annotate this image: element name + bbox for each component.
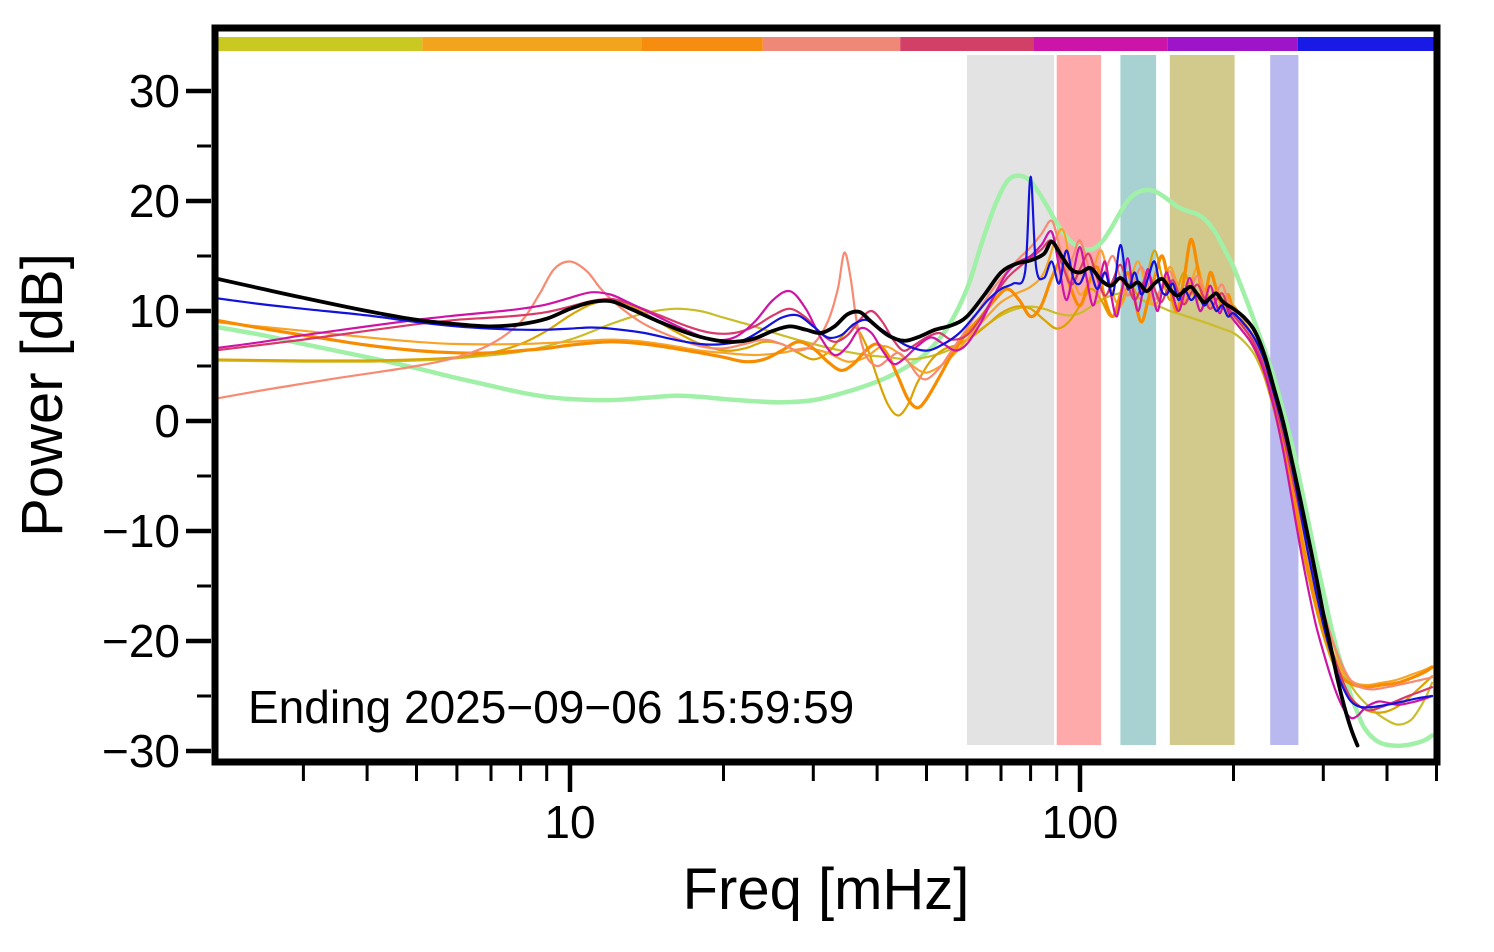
top-strip-segment bbox=[1297, 37, 1434, 51]
plot-frame bbox=[211, 24, 1441, 766]
top-strip-segment bbox=[1033, 37, 1168, 51]
y-tick-label: −20 bbox=[102, 615, 180, 667]
series-mean-black bbox=[215, 239, 1360, 748]
y-axis-label: Power [dB] bbox=[10, 253, 75, 537]
ending-timestamp-annotation: Ending 2025−09−06 15:59:59 bbox=[248, 681, 855, 733]
y-tick-label: 30 bbox=[129, 65, 180, 117]
top-strip-segment bbox=[900, 37, 1034, 51]
x-axis-label: Freq [mHz] bbox=[682, 857, 970, 922]
x-tick-label: 10 bbox=[544, 796, 595, 848]
shaded-band bbox=[1169, 55, 1235, 745]
shaded-band bbox=[1056, 55, 1102, 745]
y-tick-label: −10 bbox=[102, 505, 180, 557]
shaded-band bbox=[966, 55, 1055, 745]
top-strip-segment bbox=[218, 37, 423, 51]
y-tick-label: −30 bbox=[102, 725, 180, 777]
top-strip-segment bbox=[762, 37, 901, 51]
y-tick-label: 0 bbox=[154, 395, 180, 447]
top-strip-segment bbox=[641, 37, 763, 51]
top-strip-segment bbox=[1167, 37, 1298, 51]
series-orange-dark bbox=[215, 237, 1434, 689]
top-strip-segment bbox=[422, 37, 642, 51]
series-group bbox=[215, 173, 1435, 749]
y-tick-label: 20 bbox=[129, 175, 180, 227]
shaded-band bbox=[1120, 55, 1157, 745]
y-tick-label: 10 bbox=[129, 285, 180, 337]
series-crimson bbox=[215, 239, 1434, 712]
series-pale-green bbox=[215, 173, 1435, 749]
x-tick-label: 100 bbox=[1042, 796, 1119, 848]
